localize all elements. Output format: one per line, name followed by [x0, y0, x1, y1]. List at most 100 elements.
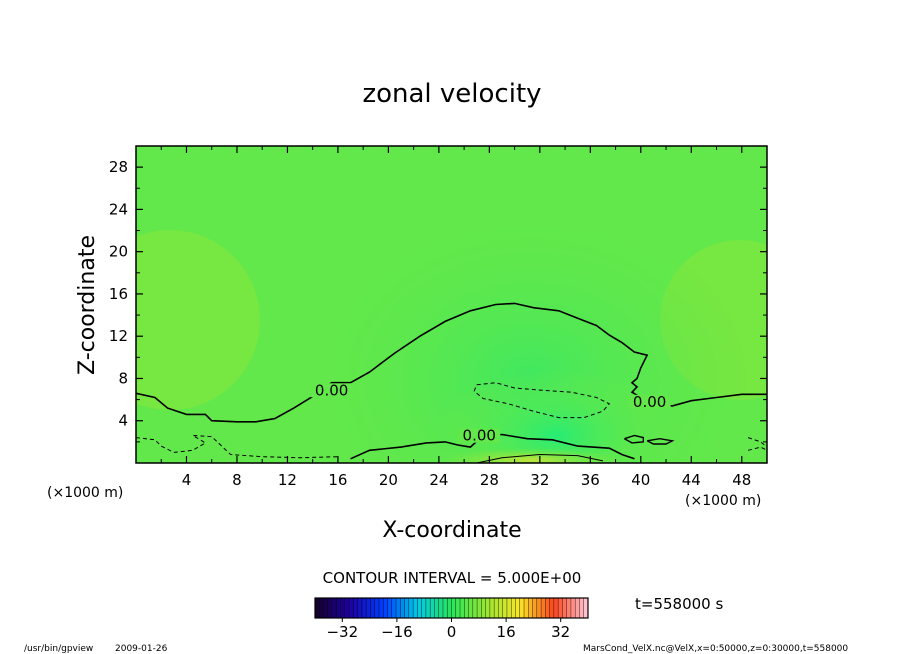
colorbar-cell — [460, 598, 465, 618]
colorbar-cell — [400, 598, 405, 618]
colorbar-cell — [327, 598, 333, 618]
colorbar-cell — [519, 598, 525, 618]
x-tick-label-7: 32 — [530, 471, 549, 489]
colorbar-cell — [583, 598, 589, 618]
y-tick-label-0: 4 — [118, 412, 128, 430]
colorbar-cell — [532, 598, 538, 618]
colorbar-cell — [374, 598, 380, 618]
colorbar-cell — [391, 598, 397, 618]
plot-field — [136, 146, 767, 463]
footer-source: MarsCond_VelX.nc@VelX,x=0:50000,z=0:3000… — [583, 644, 848, 654]
x-tick-label-10: 44 — [682, 471, 701, 489]
colorbar-tick-label-1: −16 — [381, 623, 413, 641]
x-unit-label-left: (×1000 m) — [47, 485, 123, 501]
colorbar-cell — [408, 598, 414, 618]
y-tick-label-1: 8 — [118, 369, 128, 387]
contour-label-0: 0.00 — [315, 381, 348, 399]
colorbar-cell — [357, 598, 363, 618]
contour-label-2: 0.00 — [463, 427, 496, 445]
colorbar-cell — [481, 598, 486, 618]
contour-interval-label: CONTOUR INTERVAL = 5.000E+00 — [323, 569, 582, 587]
colorbar-cell — [370, 598, 376, 618]
colorbar — [314, 597, 589, 619]
colorbar-cell — [315, 598, 320, 618]
colorbar-cell — [430, 598, 435, 618]
colorbar-cell — [506, 598, 512, 618]
colorbar-cell — [319, 598, 324, 618]
colorbar-cell — [549, 598, 555, 618]
colorbar-cell — [434, 598, 440, 618]
colorbar-cell — [425, 598, 431, 618]
time-label: t=558000 s — [635, 595, 723, 613]
colorbar-cell — [575, 598, 580, 618]
colorbar-tick-label-0: −32 — [326, 623, 358, 641]
colorbar-tick-label-3: 16 — [497, 623, 516, 641]
colorbar-cell — [336, 598, 341, 618]
colorbar-cell — [438, 598, 444, 618]
y-tick-label-3: 16 — [109, 285, 128, 303]
field-shade-surface — [440, 448, 620, 463]
y-tick-label-4: 20 — [109, 243, 128, 261]
colorbar-cell — [570, 598, 576, 618]
x-tick-label-6: 28 — [480, 471, 499, 489]
x-tick-label-8: 36 — [581, 471, 600, 489]
colorbar-cell — [562, 598, 567, 618]
colorbar-tick-label-4: 32 — [551, 623, 570, 641]
zero-contour-cell-0 — [624, 434, 644, 444]
colorbar-cell — [502, 598, 508, 618]
colorbar-cell — [451, 598, 457, 618]
colorbar-cell — [515, 598, 521, 618]
colorbar-cell — [536, 598, 542, 618]
negative-contour-line — [473, 382, 611, 419]
colorbar-cell — [413, 598, 418, 618]
contour-lines — [136, 302, 767, 463]
y-tick-label-5: 24 — [109, 200, 128, 218]
x-tick-label-0: 4 — [182, 471, 192, 489]
colorbar-cell — [353, 598, 358, 618]
colorbar-ticks: −32 −16 0 16 32 — [326, 618, 570, 641]
y-axis-label: Z-coordinate — [75, 235, 100, 375]
colorbar-cell — [464, 598, 469, 618]
colorbar-cell — [387, 598, 393, 618]
contour-label-1: 0.00 — [633, 393, 666, 411]
colorbar-cell — [566, 598, 572, 618]
colorbar-cell — [472, 598, 478, 618]
colorbar-cell — [361, 598, 367, 618]
colorbar-cell — [349, 598, 354, 618]
colorbar-cell — [396, 598, 401, 618]
colorbar-cell — [553, 598, 559, 618]
zero-contour-line — [136, 302, 767, 423]
colorbar-cell — [511, 598, 516, 618]
y-tick-label-2: 12 — [109, 327, 128, 345]
colorbar-cell — [442, 598, 448, 618]
positive-contour-line — [476, 453, 604, 463]
colorbar-cell — [366, 598, 371, 618]
x-tick-label-3: 16 — [328, 471, 347, 489]
contour-label-bg-2 — [458, 428, 501, 443]
x-tick-label-5: 24 — [429, 471, 448, 489]
x-tick-label-1: 8 — [232, 471, 242, 489]
colorbar-tick-label-2: 0 — [447, 623, 457, 641]
colorbar-cell — [404, 598, 410, 618]
colorbar-cell — [558, 598, 563, 618]
negative-contour-wisp-2 — [747, 446, 767, 451]
colorbar-cell — [455, 598, 461, 618]
zero-contour-cell-1 — [646, 437, 675, 445]
x-tick-label-2: 12 — [278, 471, 297, 489]
colorbar-cell — [417, 598, 422, 618]
colorbar-cell — [447, 598, 452, 618]
colorbar-cell — [378, 598, 384, 618]
x-axis-label: X-coordinate — [382, 518, 521, 543]
x-unit-label-right: (×1000 m) — [685, 493, 761, 509]
colorbar-cell — [494, 598, 499, 618]
contour-label-bg-0 — [310, 383, 353, 398]
colorbar-cell — [485, 598, 491, 618]
x-tick-label-11: 48 — [732, 471, 751, 489]
x-tick-label-4: 20 — [379, 471, 398, 489]
contour-labels: 0.00 0.00 0.00 — [310, 381, 671, 445]
x-tick-label-9: 40 — [631, 471, 650, 489]
colorbar-cell — [468, 598, 474, 618]
chart-title: zonal velocity — [362, 79, 541, 109]
x-axis-ticks: 4 8 12 16 20 24 28 32 36 40 44 48 — [160, 146, 751, 489]
